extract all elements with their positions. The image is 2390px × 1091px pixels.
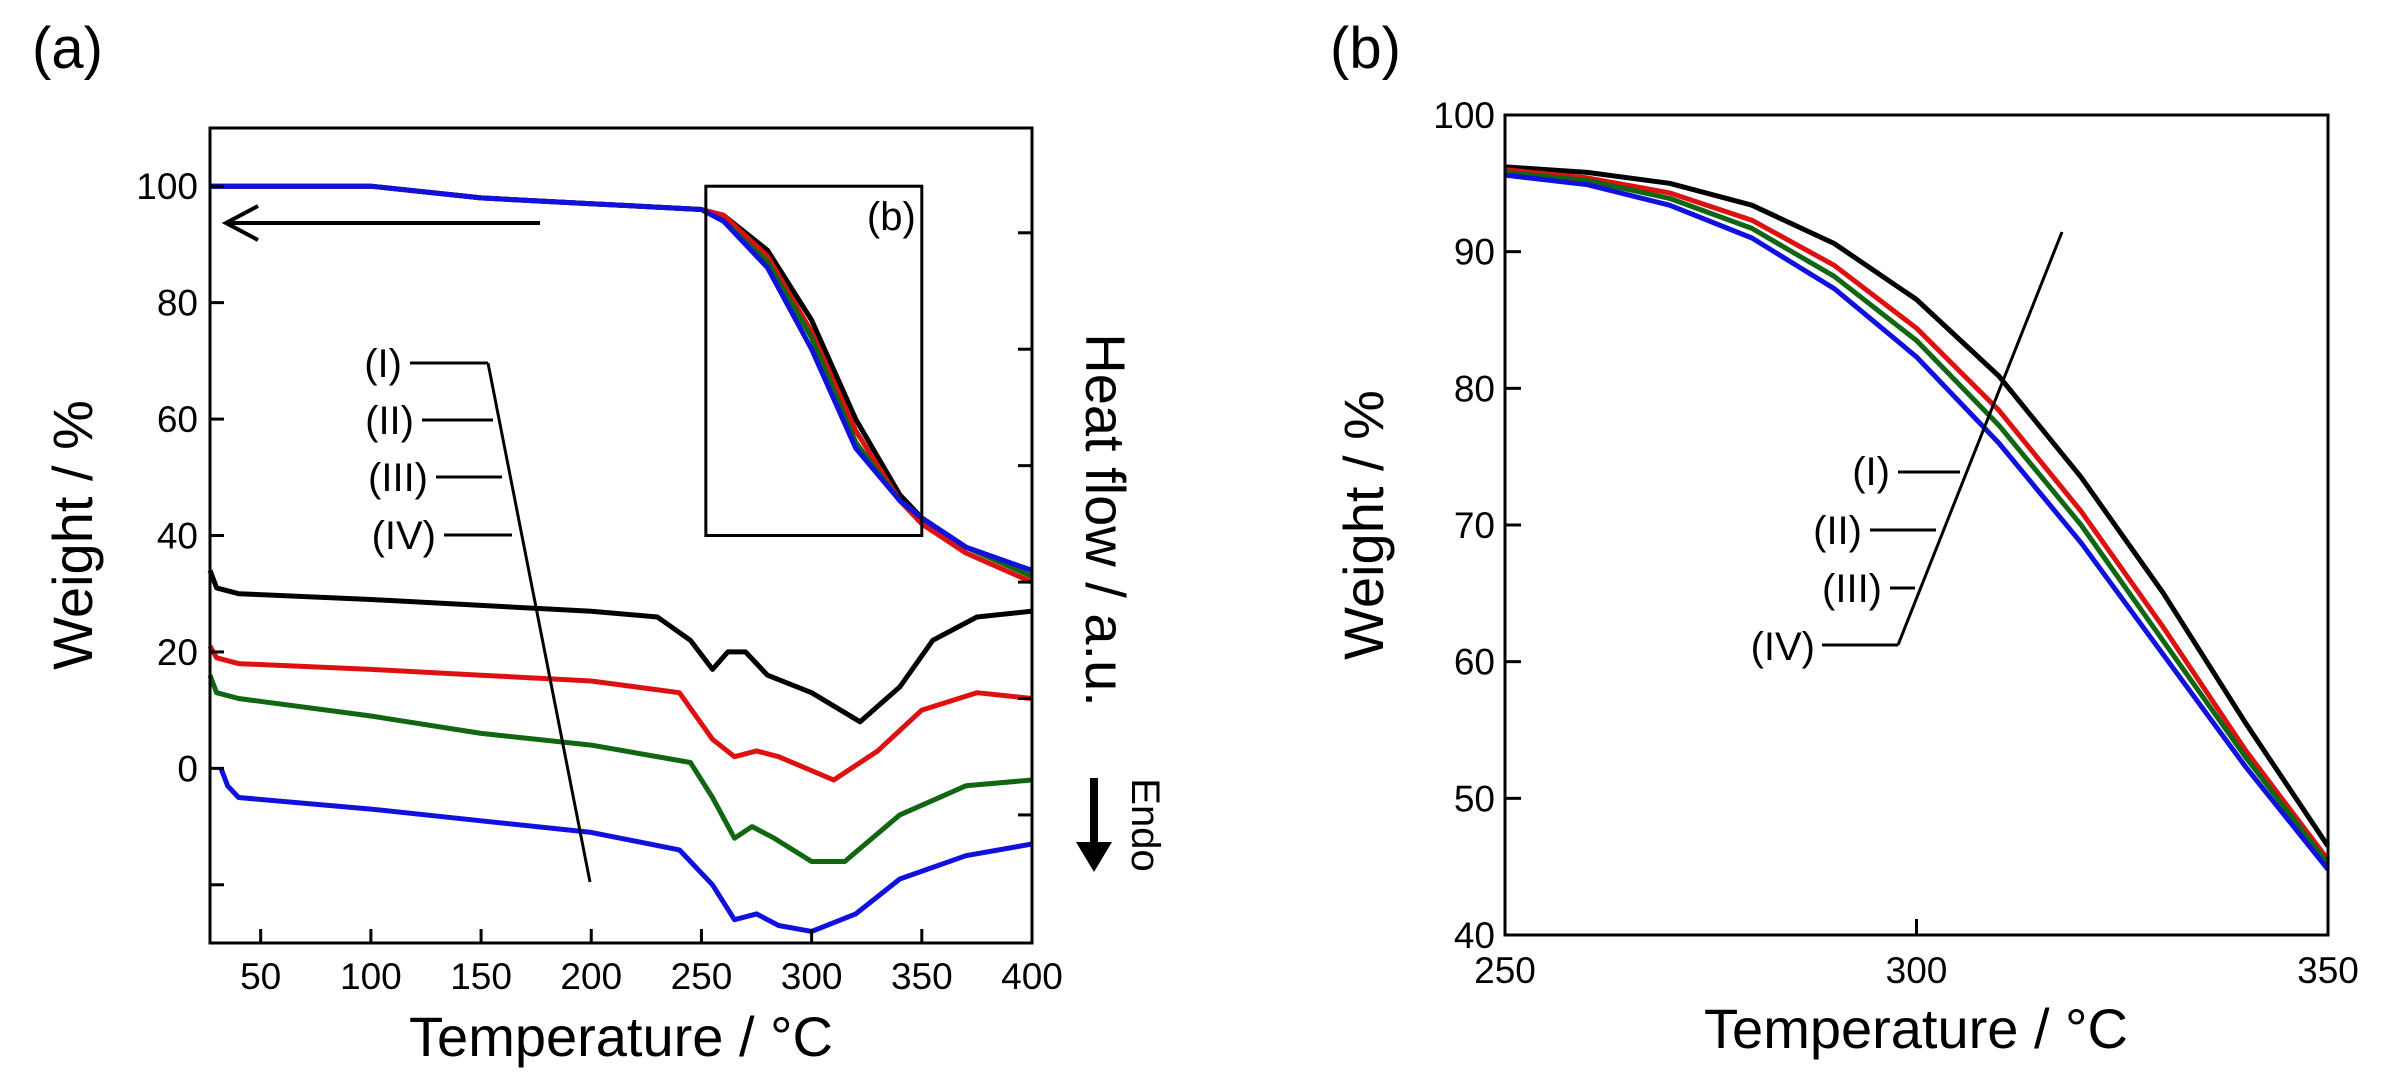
dsc-line-4	[218, 767, 1033, 934]
panel-a-x-tick-label: 150	[450, 956, 512, 997]
panel-a-inset-box	[704, 184, 924, 537]
dsc-line-1	[207, 569, 1033, 725]
panel-a-x-tick-label: 50	[240, 956, 281, 997]
panel-a-weight-axis-arrowhead	[221, 204, 259, 242]
endo-arrow-head	[1076, 842, 1112, 872]
panel-b-y-tick-label: 40	[1454, 915, 1495, 956]
panel-b-plot-frame	[1503, 113, 2330, 937]
panel-a-y-tick-label: 80	[157, 283, 198, 324]
panel-a-x-axis-title: Temperature / °C	[409, 1005, 833, 1068]
panel-a-y-tick-label: 40	[157, 516, 198, 557]
panel-b-y-tick-label: 50	[1454, 778, 1495, 819]
panel-b-label: (b)	[1330, 16, 1401, 81]
panel-b-series	[1504, 164, 2331, 871]
panel-b-y-tick-label: 60	[1454, 642, 1495, 683]
panel-b-y-tick-label: 80	[1454, 368, 1495, 409]
panel-a-x-tick-label: 400	[1001, 956, 1063, 997]
panel-b-legend: (I) (II) (III) (IV)	[1751, 231, 2064, 669]
panel-b-y-tick-label: 100	[1433, 95, 1495, 136]
panel-b-legend-label-1: (I)	[1852, 450, 1890, 494]
panel-a-x-tick-label: 300	[781, 956, 843, 997]
panel-a-right-axis-title: Heat flow / a.u.	[1074, 333, 1137, 707]
panel-a-right-ticks	[1018, 231, 1032, 817]
panel-a-y-ticks: 0 20 40 60 80 100	[136, 166, 224, 887]
panel-a-legend-label-4: (IV)	[372, 514, 436, 558]
panel-a-label: (a)	[32, 16, 103, 81]
panel-b-legend-label-2: (II)	[1813, 509, 1862, 553]
panel-b-legend-label-4: (IV)	[1751, 625, 1815, 669]
panel-a-y-tick-label: 60	[157, 399, 198, 440]
panel-a: (a) 50 100 150 200 250 300 350 400 0 20 40 60 80 100…	[32, 16, 1167, 1068]
panel-a-leader-slant	[486, 362, 592, 883]
panel-b-x-tick-label: 300	[1886, 950, 1948, 991]
tga-line-1	[210, 183, 1034, 579]
panel-a-legend: (I) (II) (III) (IV)	[364, 342, 592, 883]
panel-a-series	[207, 183, 1034, 934]
tga-line-2	[210, 183, 1034, 585]
panel-a-y-tick-label: 0	[177, 748, 198, 789]
panel-a-y-tick-label: 100	[136, 166, 198, 207]
panel-b-line-2	[1504, 167, 2330, 862]
panel-b-line-1	[1504, 164, 2331, 848]
panel-b-line-3	[1504, 169, 2330, 866]
endo-label: Endo	[1123, 778, 1167, 871]
dsc-line-2	[207, 644, 1033, 783]
panel-a-legend-label-3: (III)	[368, 456, 428, 500]
panel-b-y-tick-label: 70	[1454, 505, 1495, 546]
panel-b-legend-label-3: (III)	[1822, 567, 1882, 611]
panel-a-x-tick-label: 100	[340, 956, 402, 997]
panel-a-inset-box-label: (b)	[867, 195, 916, 239]
panel-b-leader-slant	[1896, 231, 2064, 646]
panel-a-x-tick-label: 200	[560, 956, 622, 997]
tga-line-3	[210, 183, 1034, 579]
panel-a-x-tick-label: 250	[671, 956, 733, 997]
panel-b-x-axis-title: Temperature / °C	[1704, 997, 2128, 1060]
panel-b-y-tick-label: 90	[1454, 232, 1495, 273]
panel-b-x-tick-label: 350	[2297, 950, 2359, 991]
panel-a-x-ticks: 50 100 150 200 250 300 350 400	[240, 929, 1063, 997]
panel-b: (b) 250 300 350 40 50 60 70 80 90 100 Temperatur…	[1330, 16, 2359, 1060]
panel-b-line-4	[1504, 172, 2330, 871]
panel-a-legend-label-2: (II)	[365, 399, 414, 443]
panel-a-y-tick-label: 20	[157, 632, 198, 673]
panel-b-x-ticks: 250 300 350	[1474, 919, 2359, 991]
panel-a-x-tick-label: 350	[891, 956, 953, 997]
panel-a-y-axis-title: Weight / %	[41, 400, 104, 670]
panel-b-x-tick-label: 250	[1474, 950, 1536, 991]
panel-a-legend-label-1: (I)	[364, 342, 402, 386]
panel-b-y-axis-title: Weight / %	[1332, 390, 1395, 660]
dsc-line-3	[207, 674, 1033, 864]
panel-b-y-ticks: 40 50 60 70 80 90 100	[1433, 95, 1521, 956]
